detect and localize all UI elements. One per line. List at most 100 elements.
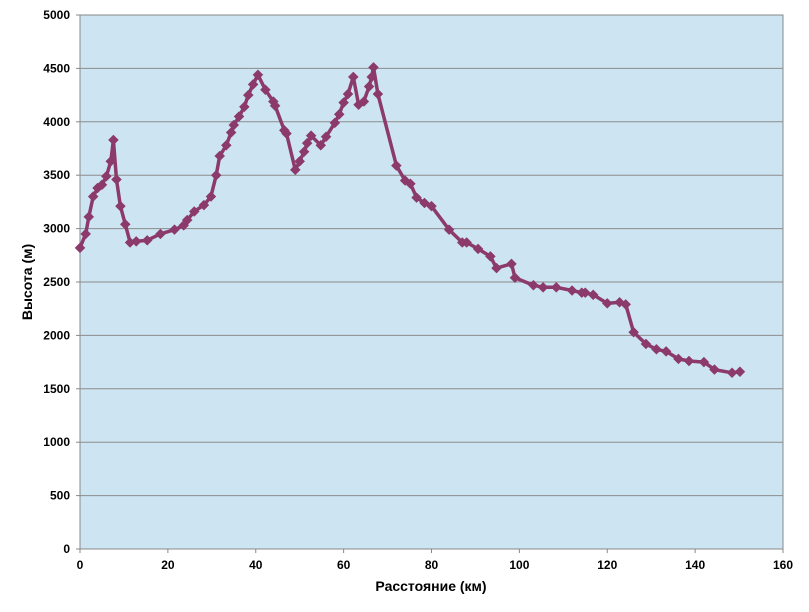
data-point [601,298,613,309]
data-point [115,200,126,212]
data-point [119,218,131,230]
data-point [338,97,349,108]
data-point [108,134,119,146]
data-point [83,211,95,223]
data-point [260,84,271,96]
data-point [228,119,240,131]
data-point [220,139,232,151]
data-point [640,338,652,350]
data-point [181,214,193,226]
y-tick-label: 4000 [43,115,70,129]
data-point [368,61,379,73]
data-point [320,131,332,143]
x-tick-label: 120 [597,558,617,572]
data-point [620,299,632,310]
data-point [305,130,317,142]
data-point [205,191,217,202]
data-point [188,206,200,217]
data-point [443,224,455,236]
data-point [301,137,313,149]
data-point [289,164,301,176]
data-point [169,224,180,236]
data-point [96,179,108,191]
data-point [333,108,345,120]
data-point [426,200,437,212]
data-point [660,346,672,357]
data-point [141,234,153,246]
data-point [225,127,237,138]
data-point [247,79,259,90]
data-point [509,272,521,284]
data-point [101,170,112,182]
data-point [491,262,502,274]
data-point [111,174,122,185]
grid-lines [80,67,783,497]
data-point [363,81,375,92]
data-point [734,366,746,378]
data-point [651,343,662,355]
x-tick-label: 160 [773,558,793,572]
data-point [155,228,166,240]
data-point [628,326,639,338]
y-tick-label: 4500 [43,61,70,75]
x-tick-label: 60 [337,558,351,572]
data-point [566,285,578,296]
data-point [130,236,142,247]
y-axis-title: Высота (м) [19,244,35,320]
data-point [411,192,422,203]
data-point [485,251,496,262]
data-point [399,175,411,186]
y-tick-label: 2000 [43,328,70,342]
data-point [233,111,245,122]
x-axis-ticks: 0 20 40 60 80 100 120 140 160 [77,549,793,572]
data-point [366,71,378,83]
data-point [390,160,402,171]
data-point [347,71,359,83]
y-tick-label: 500 [50,489,70,503]
data-point [210,169,222,181]
data-point [579,287,591,299]
y-tick-label: 5000 [43,8,70,22]
data-point [298,146,310,158]
data-point [698,356,710,368]
data-point [87,191,99,202]
data-point [74,242,86,254]
data-point [294,155,306,167]
x-tick-label: 140 [685,558,705,572]
y-tick-label: 0 [63,542,70,556]
x-tick-label: 20 [161,558,175,572]
data-point [315,139,327,151]
x-tick-label: 100 [509,558,529,572]
data-point [252,69,264,81]
y-tick-label: 3500 [43,168,70,182]
data-point [472,243,484,255]
data-point [358,96,370,107]
data-point [198,199,210,211]
y-axis-ticks: 0 500 1000 1500 2000 2500 3000 3500 4000 4500 5000 [43,8,80,556]
x-tick-label: 80 [425,558,439,572]
data-point [281,128,292,139]
y-tick-label: 1000 [43,435,70,449]
data-point [342,88,354,100]
data-point [506,258,517,270]
data-point [461,237,473,248]
data-point [372,88,384,100]
y-tick-label: 3000 [43,222,70,236]
x-axis-title: Расстояние (км) [375,578,486,594]
data-point [709,364,720,375]
data-point [214,150,226,162]
data-point [528,279,539,291]
data-point [550,281,562,293]
data-point [80,228,92,240]
data-point [587,289,599,301]
x-tick-label: 0 [77,558,84,572]
x-tick-label: 40 [249,558,263,572]
y-tick-label: 2500 [43,275,70,289]
data-point [537,281,549,293]
data-point [242,89,254,101]
data-point [238,101,250,113]
data-point [683,355,695,367]
data-point [673,353,684,365]
